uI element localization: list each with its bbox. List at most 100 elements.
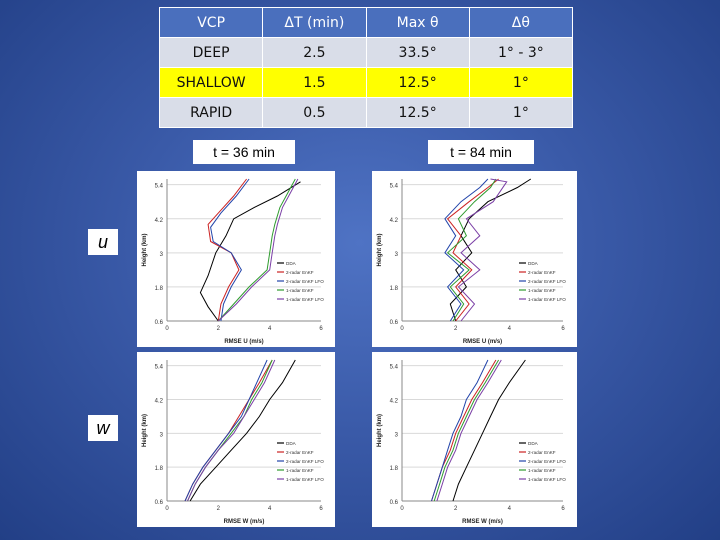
- legend-label: 2-radar EnKF: [286, 450, 314, 455]
- series-line-0: [452, 359, 526, 502]
- table-cell: 12.5°: [365, 67, 470, 98]
- x-tick-label: 0: [400, 326, 404, 332]
- y-tick-label: 1.8: [155, 466, 164, 472]
- x-axis-title: RMSE U (m/s): [463, 339, 502, 345]
- x-tick-label: 2: [217, 506, 221, 512]
- table-cell: 1.5: [262, 67, 367, 98]
- chart-w-36: 0.6 1.8 3 4.2 5.4 0 2 4 6 RMSE W (m/s) Height (km)…: [142, 359, 324, 525]
- series-line-1: [207, 178, 247, 322]
- header-max-theta: Max θ: [365, 7, 470, 38]
- time-label-right: t = 84 min: [428, 140, 534, 164]
- x-tick-label: 0: [165, 506, 169, 512]
- y-tick-label: 3: [160, 432, 164, 438]
- series-line-3: [446, 178, 497, 322]
- legend-label: 2-radar EnKF: [286, 270, 314, 275]
- y-tick-label: 1.8: [390, 466, 399, 472]
- series-line-3: [433, 359, 500, 502]
- y-tick-label: 0.6: [155, 500, 164, 506]
- legend-label: 2-radar EnKF: [528, 270, 556, 275]
- legend-label: 2-radar EnKF LFO: [286, 279, 324, 284]
- legend-label: 1-radar EnKF LFO: [286, 477, 324, 482]
- legend-label: 2-radar EnKF LFO: [286, 459, 324, 464]
- series-line-2: [444, 178, 489, 322]
- table-cell: 1°: [468, 97, 574, 128]
- x-axis-title: RMSE W (m/s): [224, 519, 265, 525]
- time-label-left: t = 36 min: [193, 140, 295, 164]
- legend-label: DDA: [286, 261, 297, 266]
- x-axis-title: RMSE U (m/s): [224, 339, 263, 345]
- x-tick-label: 4: [268, 506, 272, 512]
- x-tick-label: 2: [454, 326, 458, 332]
- x-tick-label: 2: [454, 506, 458, 512]
- y-tick-label: 0.6: [390, 500, 399, 506]
- x-tick-label: 6: [561, 506, 565, 512]
- y-axis-title: Height (km): [377, 233, 383, 266]
- table-cell: 33.5°: [365, 37, 470, 68]
- table-cell: 1° - 3°: [468, 37, 574, 68]
- series-line-4: [436, 359, 502, 502]
- x-tick-label: 0: [400, 506, 404, 512]
- y-tick-label: 0.6: [390, 320, 399, 326]
- y-axis-title: Height (km): [142, 414, 148, 447]
- table-row-highlighted: SHALLOW 1.5 12.5° 1°: [158, 67, 574, 98]
- chart-panel-w-84: 0.6 1.8 3 4.2 5.4 0 2 4 6 RMSE W (m/s) Height (km)…: [372, 352, 577, 527]
- y-tick-label: 3: [395, 432, 399, 438]
- legend-label: 1-radar EnKF: [286, 468, 314, 473]
- x-axis-title: RMSE W (m/s): [462, 519, 503, 525]
- legend-label: 2-radar EnKF LFO: [528, 459, 566, 464]
- series-line-2: [431, 359, 489, 502]
- y-tick-label: 3: [160, 252, 164, 258]
- chart-u-36: 0.6 1.8 3 4.2 5.4 0 2 4 6 RMSE U (m/s) Height (km)…: [142, 178, 324, 345]
- y-tick-label: 4.2: [155, 398, 164, 404]
- y-tick-label: 5.4: [155, 365, 164, 371]
- chart-w-84: 0.6 1.8 3 4.2 5.4 0 2 4 6 RMSE W (m/s) Height (km)…: [377, 359, 566, 525]
- y-tick-label: 5.4: [155, 184, 164, 190]
- header-delta-t: ΔT (min): [262, 7, 367, 38]
- chart-panel-u-84: 0.6 1.8 3 4.2 5.4 0 2 4 6 RMSE U (m/s) Height (km)…: [372, 171, 577, 347]
- legend-label: 1-radar EnKF LFO: [528, 297, 566, 302]
- table-cell: 1°: [468, 67, 574, 98]
- y-tick-label: 5.4: [390, 365, 399, 371]
- table-cell: 2.5: [262, 37, 367, 68]
- legend-label: DDA: [286, 441, 297, 446]
- chart-panel-u-36: 0.6 1.8 3 4.2 5.4 0 2 4 6 RMSE U (m/s) Height (km)…: [137, 171, 335, 347]
- series-line-3: [217, 178, 296, 322]
- series-line-0: [189, 359, 296, 502]
- y-tick-label: 0.6: [155, 320, 164, 326]
- series-line-2: [210, 178, 250, 322]
- x-tick-label: 0: [165, 326, 169, 332]
- y-tick-label: 3: [395, 252, 399, 258]
- x-tick-label: 4: [508, 506, 512, 512]
- series-line-0: [199, 181, 301, 322]
- legend-label: 1-radar EnKF: [528, 468, 556, 473]
- table-row: RAPID 0.5 12.5° 1°: [158, 97, 574, 128]
- y-axis-title: Height (km): [377, 414, 383, 447]
- y-tick-label: 5.4: [390, 184, 399, 190]
- legend-label: DDA: [528, 441, 539, 446]
- x-tick-label: 6: [319, 326, 323, 332]
- legend-label: 2-radar EnKF LFO: [528, 279, 566, 284]
- table-cell: DEEP: [158, 37, 264, 68]
- x-tick-label: 4: [508, 326, 512, 332]
- x-tick-label: 6: [561, 326, 565, 332]
- table-cell: SHALLOW: [158, 67, 264, 98]
- y-axis-title: Height (km): [142, 233, 148, 266]
- x-tick-label: 4: [268, 326, 272, 332]
- table-cell: 12.5°: [365, 97, 470, 128]
- legend-label: 2-radar EnKF: [528, 450, 556, 455]
- chart-u-84: 0.6 1.8 3 4.2 5.4 0 2 4 6 RMSE U (m/s) Height (km)…: [377, 178, 566, 345]
- x-tick-label: 6: [319, 506, 323, 512]
- series-line-4: [217, 178, 299, 322]
- legend-label: 1-radar EnKF: [286, 288, 314, 293]
- y-tick-label: 4.2: [390, 218, 399, 224]
- x-tick-label: 2: [217, 326, 221, 332]
- series-line-0: [449, 178, 532, 322]
- legend-label: 1-radar EnKF: [528, 288, 556, 293]
- y-tick-label: 4.2: [155, 218, 164, 224]
- row-label-w: w: [88, 415, 118, 441]
- chart-panel-w-36: 0.6 1.8 3 4.2 5.4 0 2 4 6 RMSE W (m/s) Height (km)…: [137, 352, 335, 527]
- y-tick-label: 1.8: [155, 286, 164, 292]
- header-vcp: VCP: [158, 7, 264, 38]
- legend-label: 1-radar EnKF LFO: [528, 477, 566, 482]
- series-line-2: [184, 359, 268, 502]
